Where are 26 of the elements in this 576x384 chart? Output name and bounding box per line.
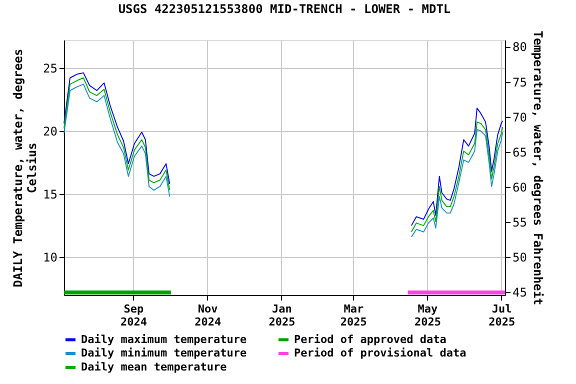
y2-tick-label: 65 <box>512 145 527 160</box>
legend-label: Period of approved data <box>294 332 446 346</box>
y2-tick-label: 50 <box>512 250 527 265</box>
legend-label: Period of provisional data <box>294 346 466 360</box>
chart-title: USGS 422305121553800 MID-TRENCH - LOWER - MDTL <box>118 2 451 16</box>
y-tick-label: 25 <box>43 61 58 76</box>
legend-label: Daily mean temperature <box>81 360 228 374</box>
y2-tick-label: 80 <box>512 40 527 54</box>
y2-tick-label: 75 <box>512 75 527 90</box>
x-tick-label: Mar 2025 <box>340 302 367 328</box>
y2-tick-label: 55 <box>512 216 527 230</box>
x-tick-label: Jan 2025 <box>268 302 296 328</box>
x-tick-label: May 2025 <box>414 302 441 328</box>
y2-tick-label: 70 <box>512 110 527 124</box>
y-tick-label: 10 <box>43 250 58 265</box>
y2-tick-label: 45 <box>512 286 527 300</box>
y2-axis-title: Temperature, water, degrees Fahrenheit <box>530 30 545 306</box>
x-tick-label: Sep 2024 <box>120 302 148 328</box>
y-axis-title: DAILY Temperature, water, degrees Celsius <box>11 48 40 288</box>
y-tick-label: 20 <box>43 124 58 138</box>
x-tick-label: Nov 2024 <box>194 302 222 328</box>
y2-tick-label: 60 <box>512 180 527 194</box>
legend-label: Daily minimum temperature <box>81 346 247 360</box>
x-tick-label: Jul 2025 <box>488 302 516 328</box>
y-tick-label: 15 <box>43 188 58 202</box>
legend-label: Daily maximum temperature <box>81 332 247 346</box>
